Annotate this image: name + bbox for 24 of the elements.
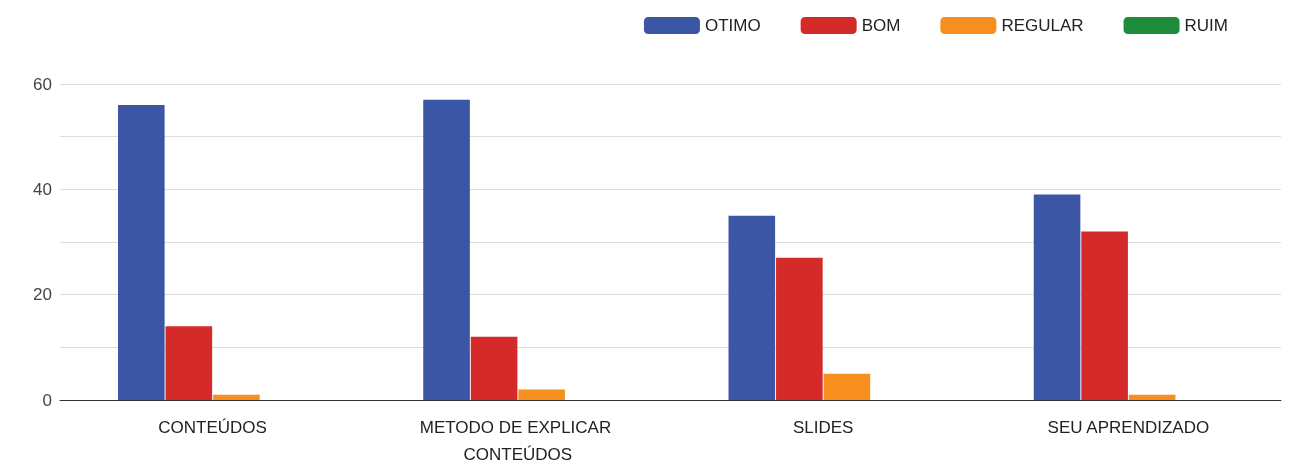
bar [213, 394, 260, 400]
bar [823, 373, 871, 400]
x-tick-label: CONTEÚDOS [158, 418, 267, 437]
bar [423, 99, 470, 400]
y-tick-label: 40 [33, 179, 52, 199]
y-tick-label: 0 [42, 390, 52, 410]
legend-label: REGULAR [1001, 16, 1084, 35]
y-tick-label: 60 [33, 74, 52, 94]
bar [1033, 194, 1081, 400]
bar [776, 257, 823, 400]
x-tick-label: SLIDES [792, 418, 854, 437]
legend-label: RUIM [1184, 16, 1229, 35]
y-tick-label: 20 [33, 285, 52, 305]
bar [1128, 394, 1176, 400]
bar [165, 326, 213, 400]
legend-label: BOM [861, 16, 901, 35]
x-tick-label: METODO DE EXPLICAR CONTEÚDOS [419, 418, 616, 464]
x-tick-label: SEU APRENDIZADO [1047, 418, 1210, 437]
bar [470, 336, 518, 400]
bar [518, 389, 565, 400]
bar [1081, 231, 1128, 400]
bar [728, 215, 776, 400]
bar [118, 105, 165, 400]
legend-label: OTIMO [704, 16, 761, 35]
